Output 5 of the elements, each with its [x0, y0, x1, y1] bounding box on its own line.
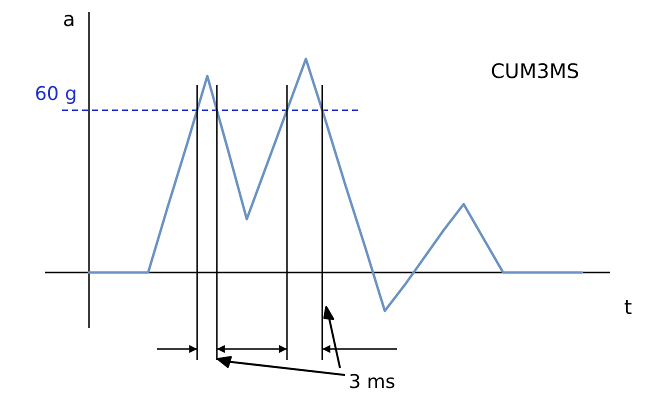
chart-title: CUM3MS	[490, 59, 580, 83]
text: 3 ms	[348, 371, 396, 393]
ref-line-label: 60 g	[34, 83, 77, 106]
x-axis-title: t	[624, 295, 632, 319]
y-axis-title: a	[62, 7, 76, 31]
